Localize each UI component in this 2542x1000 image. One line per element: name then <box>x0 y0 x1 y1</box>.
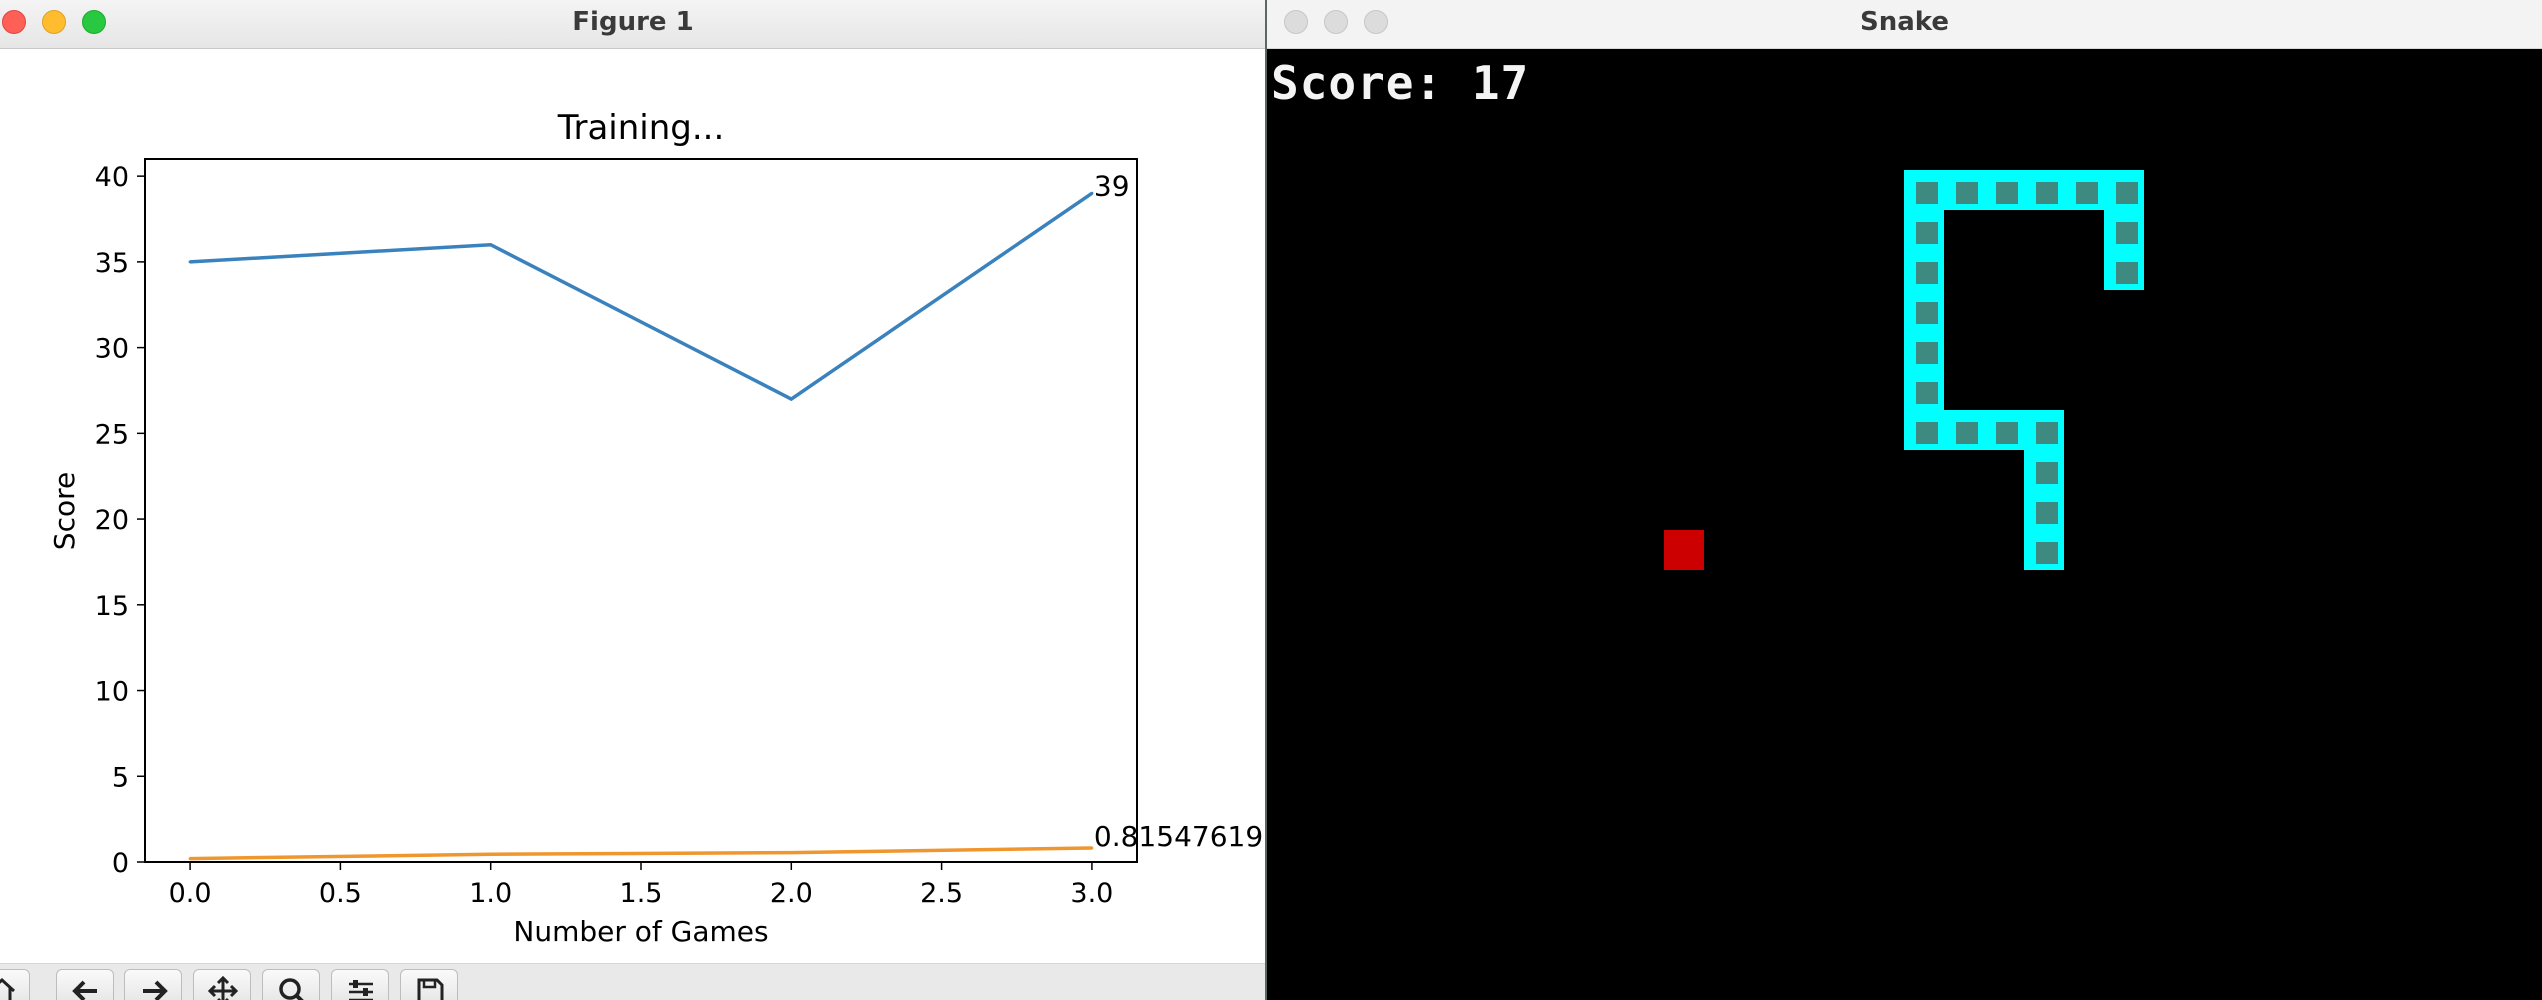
snake-segment-core <box>1916 182 1938 204</box>
snake-segment-core <box>1916 382 1938 404</box>
y-tick-label: 0 <box>112 848 129 879</box>
snake-segment-core <box>2036 462 2058 484</box>
y-tick-label: 25 <box>95 419 129 450</box>
close-window-button[interactable] <box>2 10 26 34</box>
series-end-label: 0.815476190 <box>1094 820 1266 853</box>
x-tick-label: 3.0 <box>1070 878 1113 909</box>
y-tick-label: 30 <box>95 334 129 365</box>
x-tick-label: 0.0 <box>169 878 212 909</box>
forward-arrow-icon <box>143 980 168 1000</box>
x-tick-label: 1.5 <box>620 878 663 909</box>
pan-button[interactable] <box>193 969 251 1000</box>
maximize-window-button[interactable] <box>1364 10 1388 34</box>
minimize-window-button[interactable] <box>1324 10 1348 34</box>
series-0-point <box>188 260 192 264</box>
series-0-point <box>789 397 793 401</box>
snake-segment-core <box>2036 182 2058 204</box>
back-arrow-icon <box>72 980 97 1000</box>
snake-segment-core <box>1916 422 1938 444</box>
series-0-point <box>1090 191 1094 195</box>
back-button[interactable] <box>56 969 114 1000</box>
x-tick-label: 1.0 <box>469 878 512 909</box>
chart-title: Training... <box>557 108 725 148</box>
y-tick-label: 15 <box>95 591 129 622</box>
game-board[interactable] <box>1267 49 2542 1000</box>
figure-window: Figure 1 Training... 39 0.815476190 0.0 0.… <box>0 0 1266 1000</box>
series-1-point <box>489 852 493 856</box>
minimize-window-button[interactable] <box>42 10 66 34</box>
snake-segment-core <box>1916 302 1938 324</box>
figure-toolbar <box>0 963 1266 1000</box>
snake-segment-core <box>2116 262 2138 284</box>
snake-segment-core <box>1956 182 1978 204</box>
series-1-point <box>188 857 192 861</box>
x-axis-label: Number of Games <box>513 915 768 948</box>
y-tick-label: 20 <box>95 505 129 536</box>
window-divider <box>1265 0 1267 1000</box>
snake-segment-core <box>1916 262 1938 284</box>
x-tick-label: 2.0 <box>770 878 813 909</box>
figure-window-title: Figure 1 <box>572 7 694 37</box>
series-line-1 <box>190 846 1092 861</box>
configure-subplots-icon <box>349 980 373 1000</box>
snake-segment-core <box>1996 422 2018 444</box>
series-1-point <box>1090 846 1094 850</box>
y-tick-label: 35 <box>95 248 129 279</box>
snake-segment-core <box>1956 422 1978 444</box>
snake-segment-core <box>2076 182 2098 204</box>
series-1-point <box>789 851 793 855</box>
pan-icon <box>208 976 238 1000</box>
snake-segment-core <box>1916 222 1938 244</box>
training-chart: Training... 39 0.815476190 0.0 0.5 1.0 1.5 2.… <box>48 108 1266 948</box>
snake-segment-core <box>2116 222 2138 244</box>
snake-segment-core <box>2116 182 2138 204</box>
y-tick-label: 5 <box>112 762 129 793</box>
zoom-button[interactable] <box>262 969 320 1000</box>
series-end-label: 39 <box>1094 169 1130 202</box>
y-axis-label: Score <box>48 472 81 550</box>
x-tick-label: 0.5 <box>319 878 362 909</box>
y-tick-label: 40 <box>95 162 129 193</box>
close-window-button[interactable] <box>1284 10 1308 34</box>
snake-titlebar[interactable]: Snake <box>1267 0 2542 49</box>
snake-window: Snake Score: 17 <box>1267 0 2542 1000</box>
snake-window-title: Snake <box>1859 7 1949 37</box>
forward-button[interactable] <box>124 969 182 1000</box>
home-icon <box>0 977 16 1000</box>
home-button[interactable] <box>0 969 30 1000</box>
snake-segment-core <box>1916 342 1938 364</box>
save-button[interactable] <box>400 969 458 1000</box>
series-line-0 <box>189 191 1093 402</box>
figure-titlebar[interactable]: Figure 1 <box>0 0 1266 49</box>
series-0-point <box>489 243 493 247</box>
zoom-icon <box>279 978 304 1000</box>
save-icon <box>417 978 444 1000</box>
snake-segment-core <box>2036 502 2058 524</box>
snake-segment-core <box>2036 542 2058 564</box>
food-apple <box>1664 530 1704 570</box>
x-tick-label: 2.5 <box>920 878 963 909</box>
score-text: Score: 17 <box>1271 56 1530 110</box>
y-tick-label: 10 <box>95 677 129 708</box>
snake-segment-core <box>2036 422 2058 444</box>
configure-subplots-button[interactable] <box>331 969 389 1000</box>
snake-segment-core <box>1996 182 2018 204</box>
maximize-window-button[interactable] <box>82 10 106 34</box>
